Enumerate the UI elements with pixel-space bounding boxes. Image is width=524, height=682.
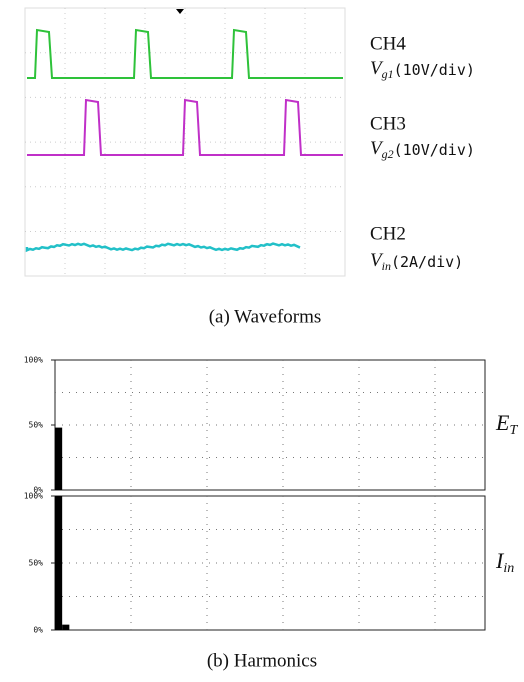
label-part: I (495, 548, 505, 573)
label-part: V (370, 58, 384, 79)
channel-scale: Vg2(10V/div) (370, 138, 475, 160)
series-label: Iin (495, 548, 514, 576)
y-tick-label: 0% (33, 626, 43, 635)
bar (55, 496, 63, 630)
channel-scale: Vin(2A/div) (370, 250, 463, 272)
trace (25, 242, 301, 253)
y-tick-label: 50% (29, 559, 44, 568)
plot-frame (54, 359, 486, 491)
label-part: V (370, 138, 384, 159)
bar (62, 624, 70, 630)
label-part: V (370, 250, 384, 271)
trace (27, 98, 343, 156)
label-part: g1 (382, 67, 394, 81)
caption: (b) Harmonics (207, 650, 317, 671)
label-part: in (382, 259, 391, 273)
y-tick-label: 50% (29, 421, 44, 430)
y-tick-label: 0% (33, 486, 43, 495)
series-label: ET (495, 410, 518, 438)
y-tick-label: 100% (24, 356, 43, 365)
channel-name: CH2 (370, 223, 406, 244)
label-part: (10V/div) (394, 141, 475, 159)
scope-grid (25, 8, 345, 276)
label-part: g2 (382, 147, 394, 161)
label-part: T (509, 423, 518, 438)
plot-frame (54, 495, 486, 631)
label-part: in (503, 561, 514, 576)
label-part: (2A/div) (391, 253, 463, 271)
channel-scale: Vg1(10V/div) (370, 58, 475, 80)
caption: (a) Waveforms (209, 306, 322, 327)
label-part: (10V/div) (394, 61, 475, 79)
trace (27, 28, 343, 79)
y-tick-label: 100% (24, 492, 43, 501)
channel-name: CH3 (370, 113, 406, 134)
label-part: E (495, 410, 510, 435)
trigger-marker (176, 9, 184, 14)
channel-name: CH4 (370, 33, 406, 54)
bar (55, 427, 63, 490)
